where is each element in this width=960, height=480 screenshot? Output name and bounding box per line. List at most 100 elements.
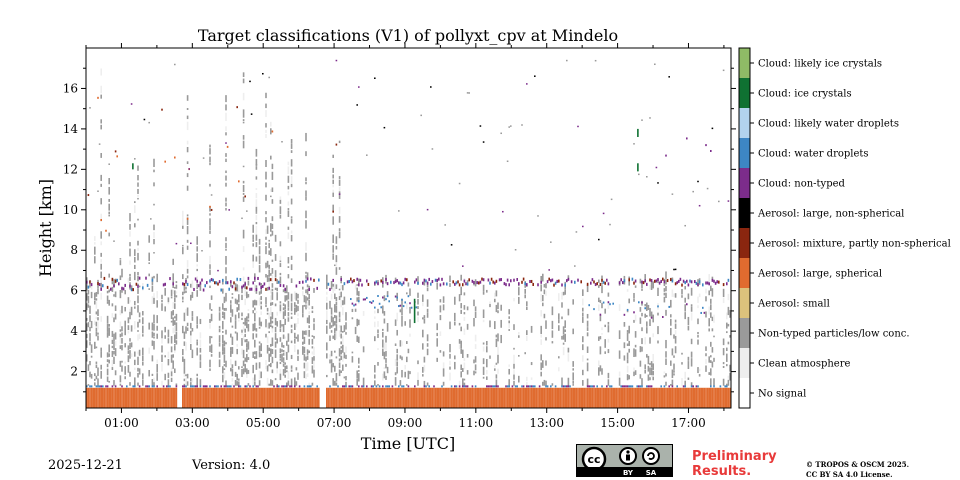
- non-typed-pixel: [111, 337, 114, 340]
- non-typed-pixel: [561, 291, 563, 298]
- surface-aerosol-pixel: [143, 387, 146, 408]
- noise-pixel: [398, 210, 400, 212]
- surface-aerosol-pixel: [582, 387, 584, 408]
- profile-column: [474, 279, 477, 408]
- non-typed-pixel: [266, 307, 269, 312]
- profile-column: [710, 149, 712, 408]
- non-typed-pixel: [305, 296, 307, 304]
- non-typed-pixel: [97, 335, 99, 341]
- profile-column: [468, 92, 470, 408]
- surface-layer-top-pixel: [209, 385, 211, 388]
- surface-aerosol-pixel: [274, 387, 277, 408]
- surface-aerosol-pixel: [327, 387, 330, 408]
- non-typed-pixel: [332, 179, 334, 184]
- non-typed-pixel: [564, 320, 566, 328]
- profile-column: [407, 282, 410, 408]
- non-typed-pixel: [409, 288, 411, 296]
- surface-aerosol-pixel: [390, 387, 392, 408]
- layer-top-pixel: [524, 282, 526, 286]
- surface-aerosol-pixel: [430, 387, 432, 408]
- non-typed-pixel: [647, 374, 650, 381]
- non-typed-pixel: [265, 319, 267, 328]
- surface-aerosol-pixel: [417, 387, 419, 408]
- non-typed-pixel: [426, 348, 429, 356]
- non-typed-pixel: [681, 352, 683, 355]
- surface-aerosol-pixel: [254, 387, 256, 408]
- non-typed-pixel: [254, 356, 256, 360]
- profile-column: [310, 277, 312, 408]
- non-typed-pixel: [209, 213, 211, 216]
- surface-aerosol-pixel: [226, 387, 229, 408]
- mid-layer-pixel: [662, 315, 664, 318]
- noise-pixel: [97, 190, 99, 192]
- x-tick-label: 09:00: [388, 416, 423, 430]
- surface-layer-top-pixel: [90, 385, 93, 388]
- non-typed-pixel: [170, 320, 173, 323]
- non-typed-pixel: [156, 373, 158, 381]
- non-typed-pixel: [106, 363, 109, 368]
- noise-pixel: [550, 241, 552, 243]
- surface-aerosol-pixel: [508, 387, 510, 408]
- non-typed-pixel: [100, 271, 102, 279]
- non-typed-pixel: [486, 370, 488, 375]
- non-typed-pixel: [238, 366, 240, 370]
- surface-aerosol-pixel: [498, 387, 501, 408]
- non-typed-pixel: [265, 160, 267, 167]
- layer-top-pixel: [228, 287, 230, 291]
- non-typed-pixel: [628, 280, 630, 286]
- non-typed-pixel: [191, 311, 194, 317]
- ice-cloud-streak: [637, 163, 639, 172]
- layer-top-pixel: [551, 278, 554, 282]
- non-typed-pixel: [690, 304, 693, 307]
- layer-top-pixel: [308, 288, 310, 292]
- layer-top-pixel: [526, 283, 528, 287]
- non-typed-pixel: [127, 350, 130, 354]
- x-tick-label: 05:00: [246, 416, 281, 430]
- non-typed-pixel: [186, 281, 189, 285]
- surface-aerosol-pixel: [470, 387, 472, 408]
- non-typed-pixel: [374, 336, 376, 342]
- surface-aerosol-pixel: [482, 387, 485, 408]
- surface-layer-top-pixel: [199, 385, 202, 388]
- copyright-line-1: © TROPOS & OSCM 2025.: [806, 460, 910, 469]
- non-typed-pixel: [199, 283, 202, 291]
- non-typed-pixel: [287, 257, 290, 264]
- non-typed-pixel: [710, 312, 712, 318]
- surface-aerosol-pixel: [497, 387, 499, 408]
- mid-layer-pixel: [380, 306, 382, 309]
- profile-column: [679, 277, 682, 408]
- non-typed-pixel: [494, 365, 496, 368]
- profile-column: [631, 277, 634, 408]
- x-axis: 01:00 03:00 05:00 07:00 09:00 11:00 13:00 15:00…: [85, 43, 725, 430]
- layer-top-pixel: [234, 287, 237, 291]
- non-typed-pixel: [551, 306, 554, 316]
- non-typed-pixel: [332, 234, 334, 244]
- layer-top-pixel: [210, 278, 213, 282]
- non-typed-pixel: [311, 357, 314, 365]
- non-typed-pixel: [305, 304, 307, 310]
- non-typed-pixel: [407, 348, 410, 354]
- non-typed-pixel: [303, 336, 306, 344]
- non-typed-pixel: [274, 317, 277, 326]
- surface-aerosol-pixel: [348, 387, 350, 408]
- profile-column: [188, 168, 190, 408]
- non-typed-pixel: [127, 278, 130, 283]
- profile-column: [487, 278, 490, 408]
- non-typed-pixel: [297, 334, 299, 342]
- non-typed-pixel: [287, 333, 290, 342]
- non-typed-pixel: [225, 153, 227, 157]
- non-typed-pixel: [711, 347, 714, 353]
- non-typed-pixel: [449, 321, 451, 330]
- non-typed-pixel: [242, 322, 245, 325]
- layer-top-pixel: [185, 280, 187, 284]
- non-typed-pixel: [626, 374, 629, 381]
- non-typed-pixel: [562, 342, 565, 345]
- preliminary-line-2: Results.: [692, 464, 752, 479]
- non-typed-pixel: [290, 354, 293, 360]
- non-typed-pixel: [281, 353, 283, 362]
- profile-column: [327, 282, 330, 408]
- surface-aerosol-pixel: [473, 387, 475, 408]
- non-typed-pixel: [100, 292, 102, 300]
- non-typed-pixel: [358, 278, 360, 284]
